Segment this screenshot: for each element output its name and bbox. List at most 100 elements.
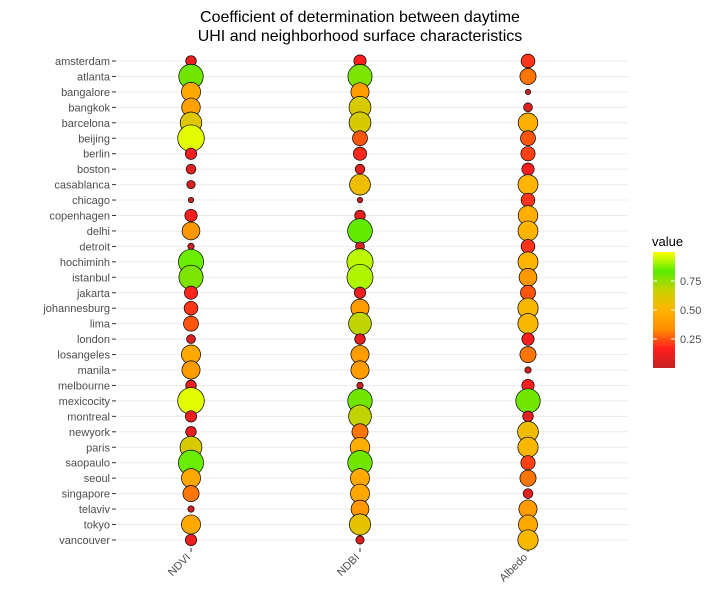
y-tick-label: mexicocity [59, 396, 111, 408]
y-tick-label: copenhagen [49, 211, 110, 223]
y-tick-label: barcelona [62, 118, 111, 130]
data-point [520, 53, 536, 69]
data-point [184, 147, 198, 160]
data-point [177, 387, 205, 415]
y-tick-label: vancouver [59, 535, 110, 547]
y-tick-label: bangkok [68, 102, 110, 114]
y-tick-label: atlanta [77, 71, 111, 83]
data-points [177, 53, 541, 551]
data-point [186, 334, 196, 344]
x-tick-label: NDVI [166, 552, 193, 579]
data-point [348, 311, 372, 336]
y-tick-label: london [77, 334, 110, 346]
data-point [524, 88, 532, 95]
data-point [517, 220, 539, 242]
y-tick-label: manila [78, 365, 111, 377]
data-point [185, 163, 197, 175]
y-tick-label: saopaulo [65, 458, 110, 470]
data-point [353, 286, 367, 299]
y-tick-label: jakarta [76, 288, 111, 300]
data-point [519, 469, 537, 487]
data-point [187, 197, 195, 204]
y-tick-label: chicago [72, 195, 110, 207]
data-point [517, 112, 539, 133]
data-point [521, 162, 535, 176]
data-point [353, 146, 367, 161]
data-point [520, 192, 536, 208]
data-point [517, 313, 539, 335]
data-point [354, 333, 366, 345]
chart-title-line: UHI and neighborhood surface characteris… [198, 28, 523, 45]
y-axis: amsterdam atlanta bangalore bangkok barcelon… [42, 56, 116, 547]
y-tick-label: telaviv [79, 504, 111, 516]
data-point [183, 300, 199, 316]
data-point [356, 197, 364, 204]
y-tick-label: singapore [62, 489, 110, 501]
data-point [187, 505, 195, 513]
y-tick-label: boston [77, 164, 110, 176]
y-tick-label: paris [86, 442, 110, 454]
data-point [347, 218, 373, 244]
data-point [519, 68, 537, 85]
x-axis: NDVI NDBI Albedo [166, 548, 530, 584]
data-point [350, 360, 370, 380]
data-point [517, 529, 539, 551]
y-tick-label: berlin [83, 149, 110, 161]
y-tick-label: istanbul [72, 272, 110, 284]
y-tick-label: hochiminh [60, 257, 110, 269]
data-point [522, 488, 534, 499]
data-point [346, 263, 374, 291]
y-tick-label: tokyo [84, 520, 110, 532]
legend-ticks: 0.25 0.50 0.75 [653, 276, 701, 346]
data-point [517, 436, 539, 458]
data-point [183, 315, 199, 332]
data-point [356, 381, 364, 390]
data-point [181, 360, 201, 380]
data-point [519, 346, 537, 363]
y-tick-label: losangeles [57, 350, 110, 362]
legend-tick-label: 0.75 [680, 276, 701, 288]
data-point [523, 102, 533, 113]
data-point [520, 130, 536, 147]
y-tick-label: detroit [79, 241, 110, 253]
y-tick-label: montreal [67, 411, 110, 423]
data-point [184, 209, 198, 223]
data-point [521, 332, 535, 346]
y-tick-label: newyork [69, 427, 110, 439]
legend: value 0.25 0.50 0.75 [652, 234, 701, 368]
x-tick-label: Albedo [497, 552, 530, 585]
data-point [184, 285, 198, 300]
data-point [178, 264, 204, 290]
legend-tick-label: 0.50 [680, 305, 701, 317]
chart-title-line: Coefficient of determination between day… [200, 9, 520, 26]
data-point [354, 163, 366, 175]
x-tick-label: NDBI [335, 552, 362, 579]
data-point [520, 455, 536, 471]
y-tick-label: delhi [87, 226, 110, 238]
y-tick-label: amsterdam [55, 56, 110, 68]
data-point [181, 221, 201, 241]
chart-title: Coefficient of determination between day… [198, 9, 523, 45]
data-point [515, 388, 541, 414]
data-point [177, 124, 205, 152]
data-point [181, 468, 201, 489]
data-point [181, 514, 201, 535]
data-point [520, 146, 536, 162]
data-point [524, 366, 532, 374]
y-tick-label: melbourne [58, 380, 110, 392]
y-tick-label: bangalore [61, 87, 110, 99]
y-tick-label: casablanca [54, 180, 111, 192]
data-point [517, 174, 539, 195]
data-point [184, 410, 198, 423]
data-point [522, 410, 534, 422]
data-point [355, 535, 365, 545]
data-point [349, 173, 371, 196]
data-point [520, 239, 536, 254]
data-point [352, 130, 368, 147]
data-point [518, 268, 538, 287]
y-tick-label: beijing [78, 133, 110, 145]
data-point [185, 426, 197, 438]
data-point [182, 485, 200, 503]
y-tick-label: johannesburg [42, 303, 110, 315]
